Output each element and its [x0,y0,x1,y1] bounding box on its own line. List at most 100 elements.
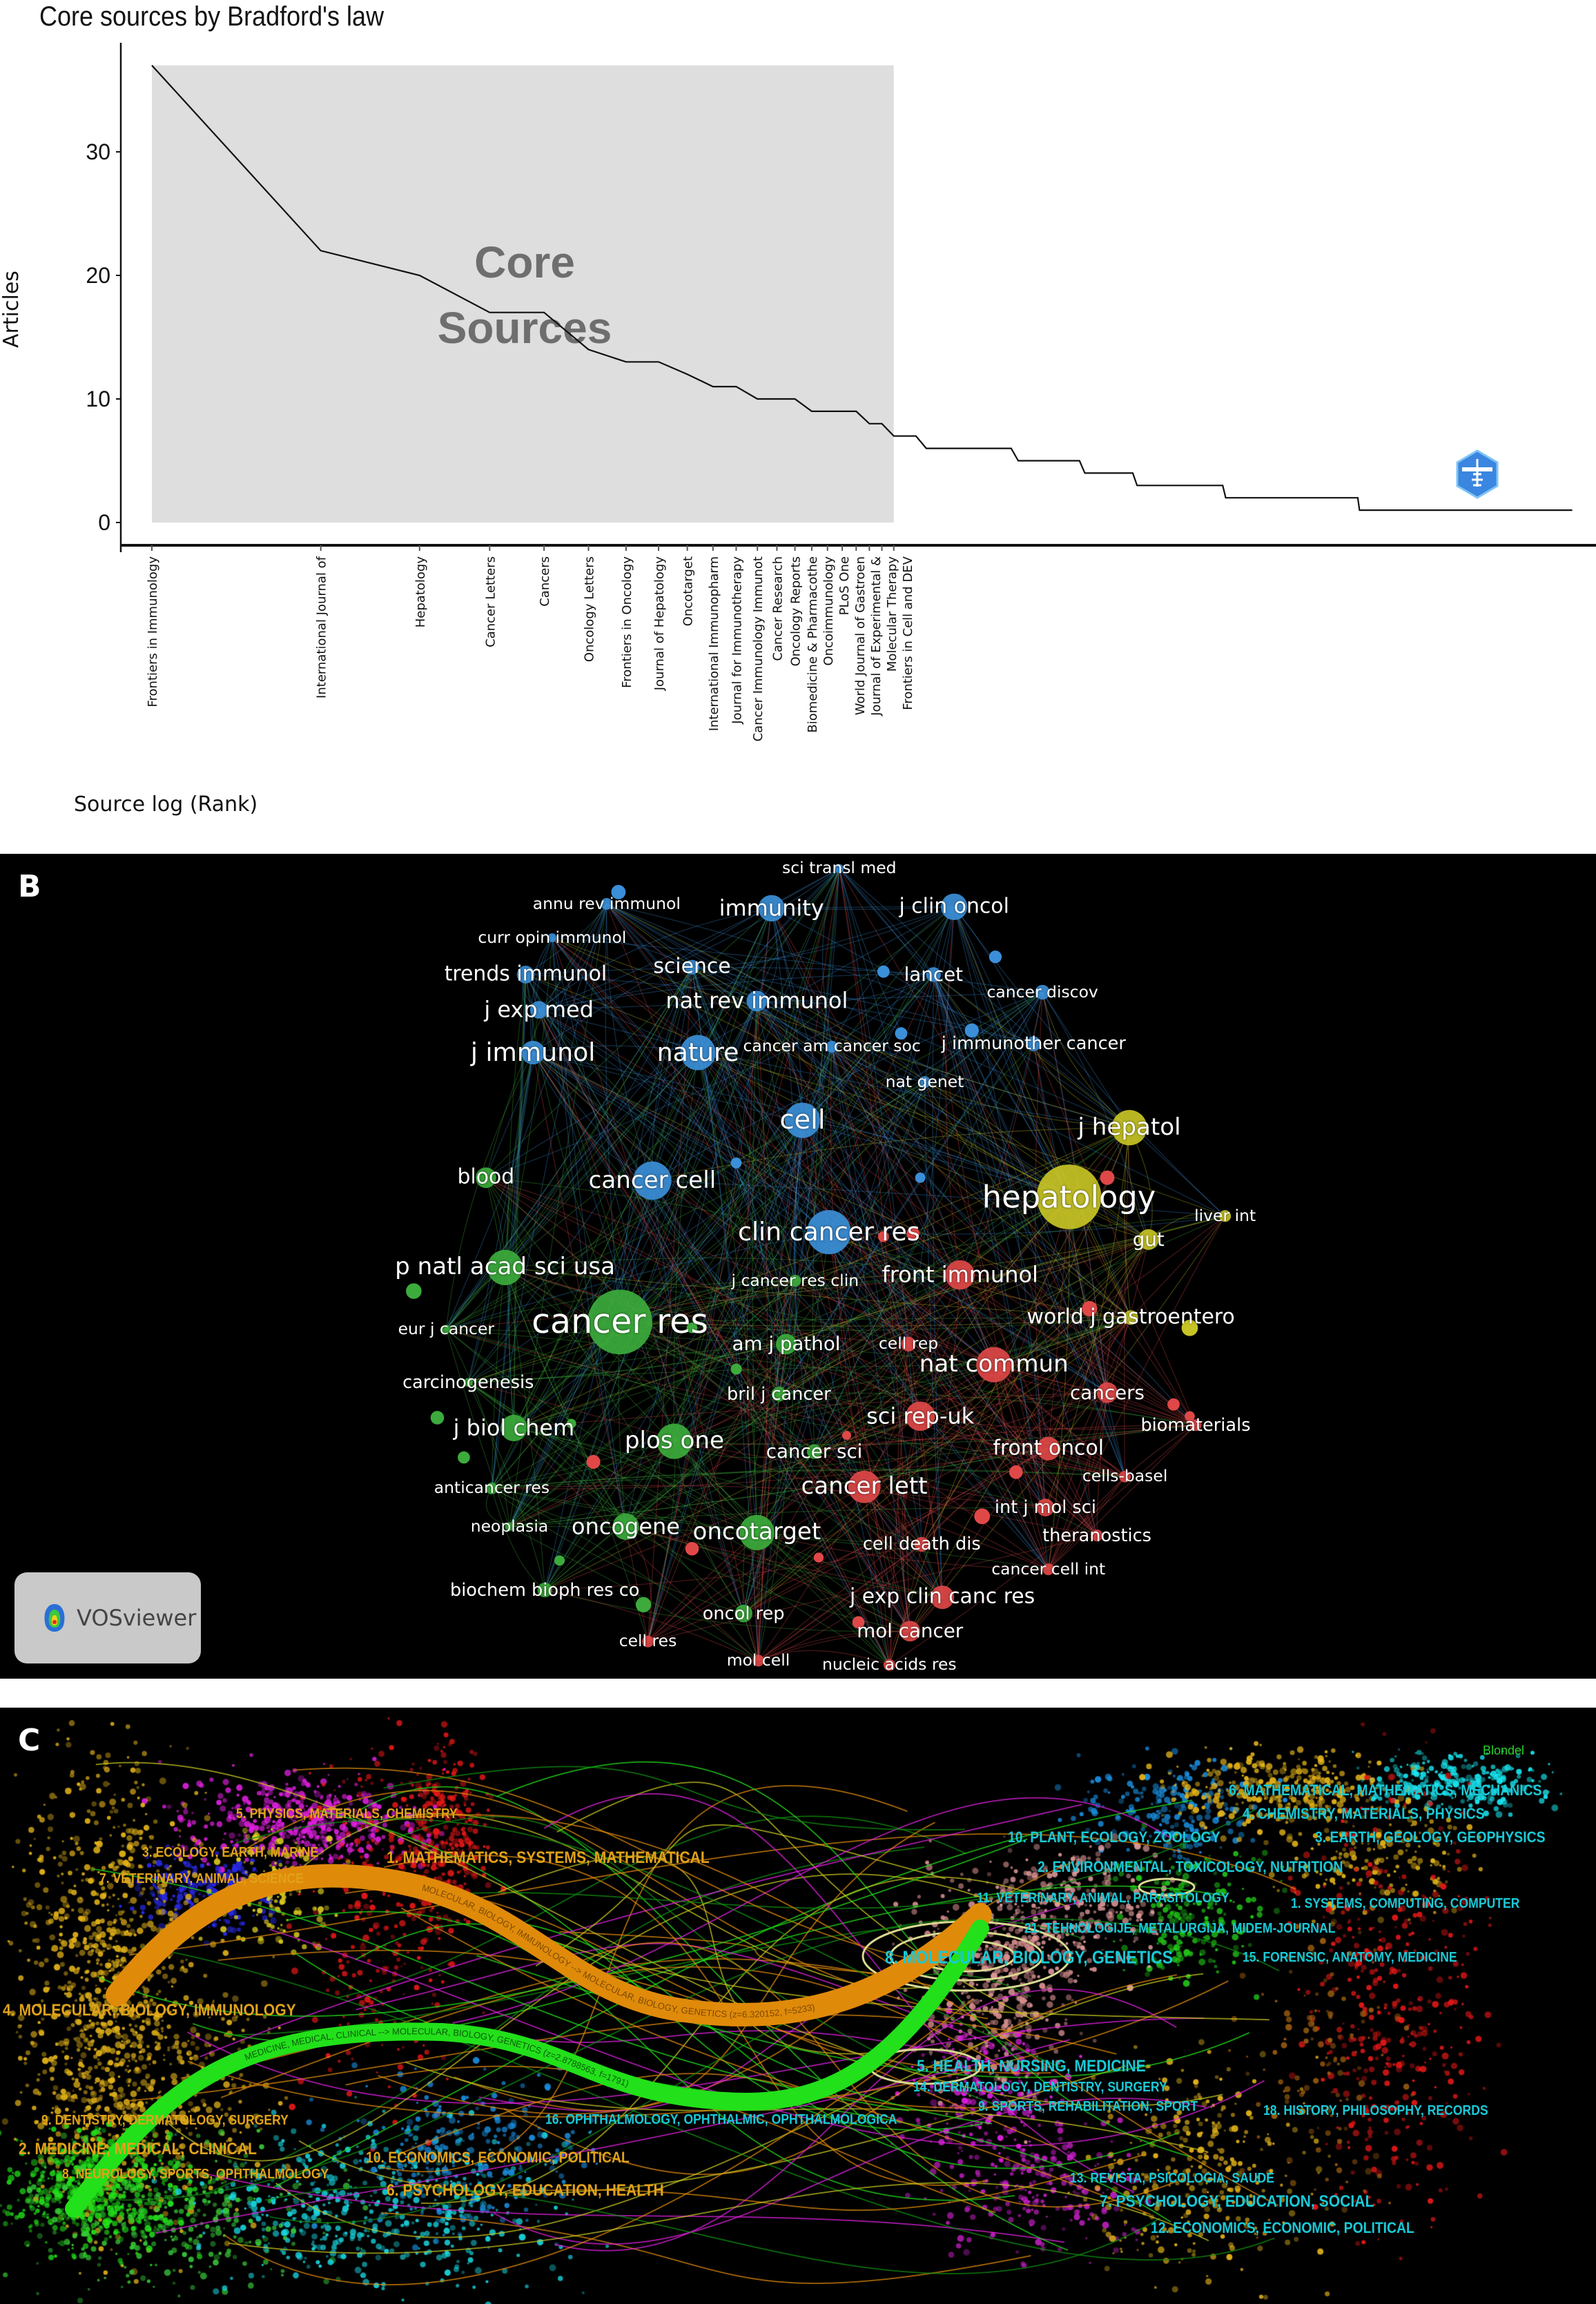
node-label[interactable]: eur j cancer [398,1319,495,1339]
network-node[interactable] [1091,1530,1103,1542]
network-node[interactable] [914,1536,929,1552]
network-node[interactable] [730,1158,742,1169]
network-node[interactable] [521,1040,545,1065]
node-label[interactable]: cancer lett [801,1472,928,1501]
network-node[interactable] [918,1076,931,1088]
network-node[interactable] [1111,1110,1147,1146]
network-node[interactable] [813,1552,824,1563]
network-node[interactable] [441,1325,451,1334]
network-node[interactable] [841,1431,851,1441]
node-label[interactable]: cancer res [532,1301,708,1342]
network-node[interactable] [537,1582,552,1598]
network-node[interactable] [901,1336,916,1351]
node-label[interactable]: nucleic acids res [822,1654,957,1675]
network-node[interactable] [848,1470,881,1503]
network-node[interactable] [612,1513,639,1540]
network-node[interactable] [1009,1465,1023,1479]
network-node[interactable] [852,1616,865,1629]
node-label[interactable]: carcinogenesis [402,1371,534,1393]
network-node[interactable] [789,1275,801,1287]
node-label[interactable]: mol cell [726,1650,790,1670]
node-label[interactable]: sci transl med [782,858,897,878]
network-node[interactable] [899,1621,921,1642]
network-node[interactable] [964,1023,979,1038]
network-node[interactable] [1123,1310,1138,1325]
network-node[interactable] [547,933,557,942]
network-node[interactable] [883,1659,895,1671]
vosviewer-button[interactable]: VOSviewer [14,1572,201,1663]
node-label[interactable]: nature [656,1037,739,1068]
network-node[interactable] [566,1418,576,1429]
node-label[interactable]: cancer discov [986,982,1098,1002]
network-node[interactable] [505,1522,514,1532]
node-label[interactable]: liver int [1194,1205,1256,1225]
network-node[interactable] [611,885,626,899]
node-label[interactable]: theranostics [1042,1525,1152,1546]
network-node[interactable] [1119,1470,1131,1483]
network-node[interactable] [931,1585,955,1610]
network-node[interactable] [686,1322,698,1334]
node-label[interactable]: science [653,954,731,979]
network-node[interactable] [734,1604,752,1623]
network-node[interactable] [1036,1164,1102,1229]
network-node[interactable] [529,1001,548,1019]
node-label[interactable]: j immunol [470,1037,596,1068]
network-node[interactable] [771,1387,787,1402]
network-node[interactable] [739,1514,775,1550]
network-node[interactable] [806,1210,851,1255]
network-node[interactable] [806,1444,822,1459]
node-label[interactable]: nat genet [885,1071,964,1091]
network-node[interactable] [633,1161,672,1200]
network-node[interactable] [601,897,613,910]
node-label[interactable]: hepatology [982,1178,1156,1216]
network-node[interactable] [475,1167,496,1189]
node-label[interactable]: j immunother cancer [941,1033,1126,1055]
network-node[interactable] [1219,1210,1232,1222]
network-node[interactable] [554,1555,565,1566]
network-node[interactable] [586,1454,601,1469]
network-node[interactable] [680,1035,716,1071]
network-node[interactable] [1036,1436,1060,1461]
network-node[interactable] [1036,1498,1055,1516]
network-node[interactable] [784,1102,821,1138]
node-label[interactable]: nat commun [919,1350,1069,1378]
node-label[interactable]: j biol chem [453,1414,575,1441]
network-node[interactable] [487,1249,523,1285]
node-label[interactable]: oncol rep [702,1603,785,1624]
node-label[interactable]: lancet [904,962,964,986]
node-label[interactable]: cancer cell [588,1166,717,1194]
node-label[interactable]: cell death dis [862,1534,981,1555]
node-label[interactable]: plos one [624,1427,724,1455]
network-node[interactable] [906,1227,919,1240]
network-node[interactable] [776,1334,797,1355]
network-node[interactable] [826,1040,838,1053]
network-node[interactable] [915,1172,926,1183]
network-node[interactable] [1042,1563,1055,1576]
network-node[interactable] [1035,984,1050,1000]
node-label[interactable]: cancer cell int [991,1559,1106,1579]
node-label[interactable]: front oncol [993,1436,1104,1461]
node-label[interactable]: cell rep [878,1334,939,1354]
node-label[interactable]: sci rep-uk [866,1403,975,1429]
node-label[interactable]: j exp med [484,996,594,1023]
network-node[interactable] [752,1654,765,1667]
node-label[interactable]: cell res [619,1631,677,1651]
network-node[interactable] [758,895,785,922]
node-label[interactable]: cell [779,1104,826,1135]
network-node[interactable] [587,1289,652,1355]
node-label[interactable]: clin cancer res [738,1217,920,1247]
node-label[interactable]: cancer am cancer soc [743,1036,921,1056]
network-node[interactable] [1026,1036,1042,1051]
network-node[interactable] [685,1541,699,1556]
network-node[interactable] [1181,1319,1198,1336]
network-node[interactable] [976,1347,1012,1383]
network-node[interactable] [430,1411,445,1425]
node-label[interactable]: j hepatol [1078,1113,1181,1141]
network-node[interactable] [516,966,535,984]
network-node[interactable] [945,1260,975,1290]
node-label[interactable]: p natl acad sci usa [395,1253,616,1281]
node-label[interactable]: annu rev immunol [532,893,681,913]
network-node[interactable] [940,893,968,920]
network-node[interactable] [1082,1300,1098,1317]
node-label[interactable]: cancers [1070,1380,1145,1404]
